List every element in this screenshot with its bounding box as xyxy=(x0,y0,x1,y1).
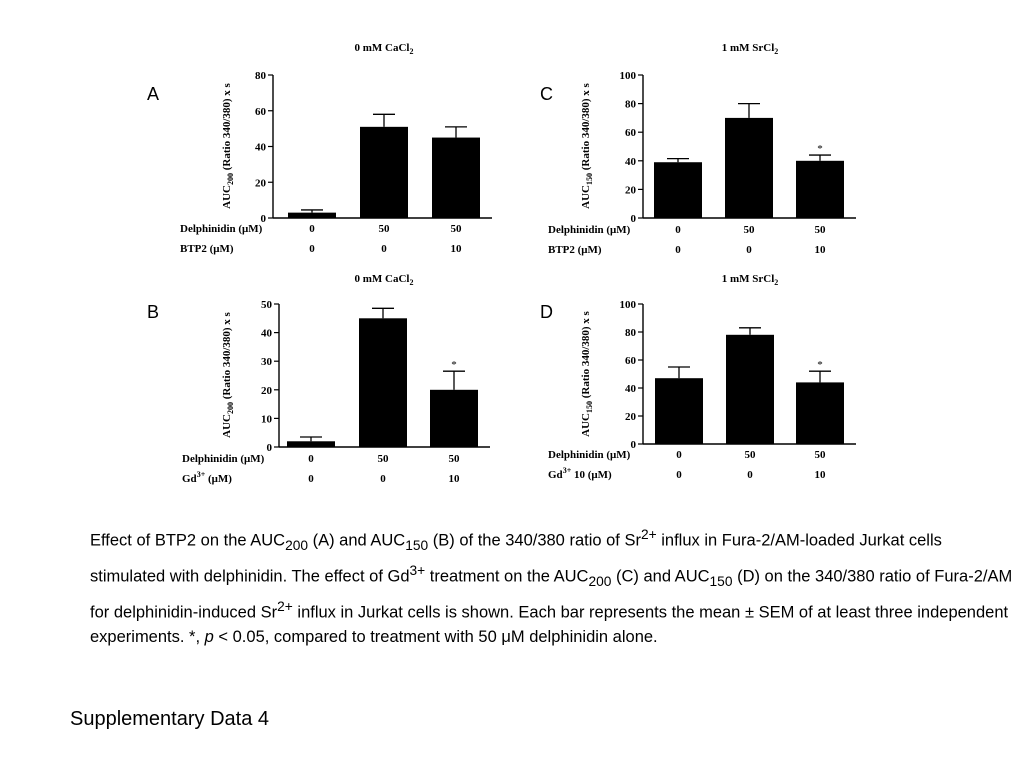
y-tick-label: 20 xyxy=(625,411,637,423)
condition-value: 50 xyxy=(815,224,827,236)
y-tick-label: 50 xyxy=(261,299,273,311)
bar xyxy=(796,160,844,218)
condition-value: 50 xyxy=(379,223,391,235)
y-tick-label: 100 xyxy=(620,299,637,311)
y-tick-label: 60 xyxy=(625,127,637,139)
y-tick-label: 80 xyxy=(625,99,637,111)
condition-row-label: Delphinidin (μM) xyxy=(548,224,631,236)
condition-value: 0 xyxy=(381,243,387,255)
y-tick-label: 40 xyxy=(625,156,637,168)
y-tick-label: 80 xyxy=(625,327,637,339)
y-tick-label: 30 xyxy=(261,356,273,368)
condition-row-label: BTP2 (μM) xyxy=(548,244,602,256)
y-tick-label: 60 xyxy=(625,355,637,367)
condition-value: 0 xyxy=(309,243,315,255)
condition-value: 10 xyxy=(451,243,463,255)
bar xyxy=(432,137,480,218)
y-tick-label: 80 xyxy=(255,70,267,82)
chart-title: 1 mM SrCl2 xyxy=(722,42,779,56)
condition-value: 50 xyxy=(815,449,827,461)
condition-value: 0 xyxy=(675,244,681,256)
figure-caption: Effect of BTP2 on the AUC200 (A) and AUC… xyxy=(90,527,1013,647)
condition-row-label: Gd3+ (μM) xyxy=(182,470,232,485)
bar xyxy=(359,318,407,447)
condition-value: 50 xyxy=(745,449,757,461)
y-tick-label: 100 xyxy=(620,70,637,82)
condition-value: 0 xyxy=(747,469,753,481)
condition-value: 0 xyxy=(380,473,386,485)
y-axis-label: AUC150 (Ratio 340/380) x s xyxy=(580,82,594,208)
chart-title: 1 mM SrCl2 xyxy=(722,273,779,287)
significance-marker: * xyxy=(817,359,823,371)
condition-value: 0 xyxy=(746,244,752,256)
condition-value: 50 xyxy=(378,453,390,465)
bar xyxy=(430,389,478,447)
bar xyxy=(654,162,702,218)
condition-value: 10 xyxy=(449,473,461,485)
condition-value: 0 xyxy=(309,223,315,235)
y-tick-label: 0 xyxy=(267,442,273,454)
condition-row-label: Delphinidin (μM) xyxy=(180,223,263,235)
condition-value: 50 xyxy=(744,224,756,236)
panel-letter: C xyxy=(540,84,553,104)
y-tick-label: 20 xyxy=(261,385,273,397)
bar xyxy=(726,334,774,444)
y-axis-label: AUC150 (Ratio 340/380) x s xyxy=(580,310,594,436)
y-axis-label: AUC200 (Ratio 340/380) x s xyxy=(221,311,235,437)
bar xyxy=(288,212,336,218)
condition-row-label: BTP2 (μM) xyxy=(180,243,234,255)
significance-marker: * xyxy=(451,359,457,371)
bar xyxy=(287,441,335,447)
condition-value: 50 xyxy=(449,453,461,465)
bar xyxy=(725,117,773,218)
y-tick-label: 10 xyxy=(261,413,273,425)
condition-value: 0 xyxy=(676,469,682,481)
y-tick-label: 0 xyxy=(261,213,267,225)
condition-value: 50 xyxy=(451,223,463,235)
condition-value: 0 xyxy=(308,473,314,485)
condition-value: 0 xyxy=(675,224,681,236)
condition-value: 0 xyxy=(308,453,314,465)
condition-row-label: Delphinidin (μM) xyxy=(548,449,631,461)
y-axis-label: AUC200 (Ratio 340/380) x s xyxy=(221,82,235,208)
chart-title: 0 mM CaCl2 xyxy=(355,42,414,56)
y-tick-label: 40 xyxy=(255,142,267,154)
y-tick-label: 40 xyxy=(625,383,637,395)
condition-row-label: Gd3+ 10 (μM) xyxy=(548,466,612,481)
panel-letter: B xyxy=(147,302,160,322)
significance-marker: * xyxy=(817,143,823,155)
y-tick-label: 0 xyxy=(631,213,637,225)
bar xyxy=(655,378,703,444)
condition-row-label: Delphinidin (μM) xyxy=(182,453,265,465)
footer-label: Supplementary Data 4 xyxy=(70,708,270,730)
y-tick-label: 40 xyxy=(261,328,273,340)
condition-value: 0 xyxy=(676,449,682,461)
panel-letter: D xyxy=(540,302,553,322)
condition-value: 10 xyxy=(815,244,827,256)
y-tick-label: 60 xyxy=(255,106,267,118)
y-tick-label: 20 xyxy=(625,184,637,196)
bar xyxy=(360,126,408,218)
y-tick-label: 20 xyxy=(255,177,267,189)
y-tick-label: 0 xyxy=(631,439,637,451)
bar xyxy=(796,382,844,444)
panel-letter: A xyxy=(147,84,160,104)
condition-value: 10 xyxy=(815,469,827,481)
chart-title: 0 mM CaCl2 xyxy=(355,273,414,287)
